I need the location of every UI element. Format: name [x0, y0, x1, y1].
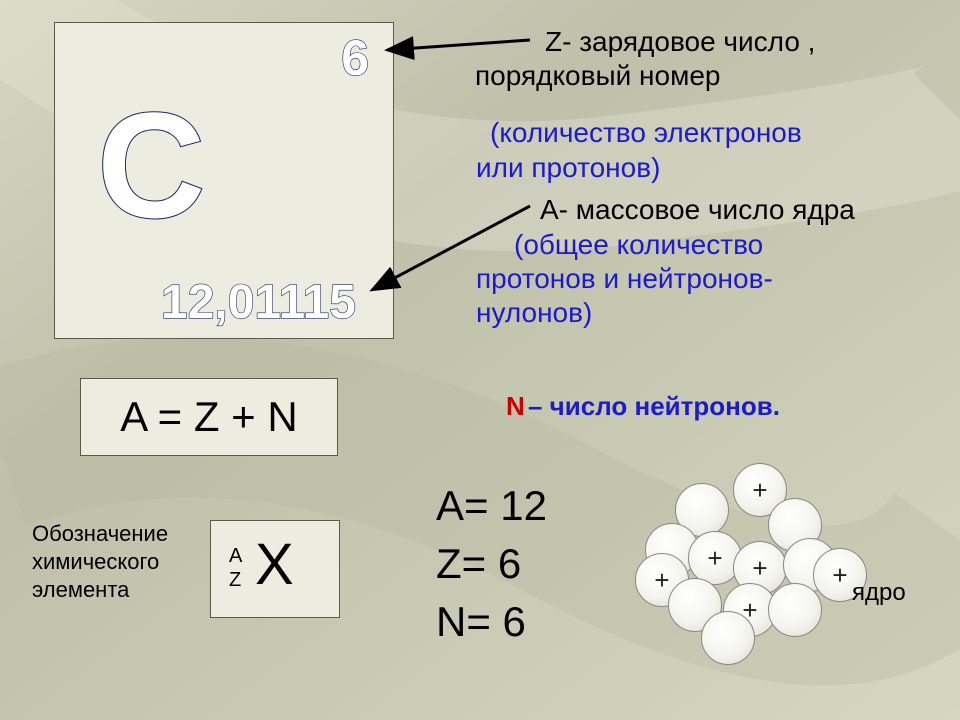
diagram-root: 6 C 12,01115 Z- зарядовое число , порядк…: [0, 0, 960, 720]
arrow-to-atomic-number: [0, 0, 960, 720]
